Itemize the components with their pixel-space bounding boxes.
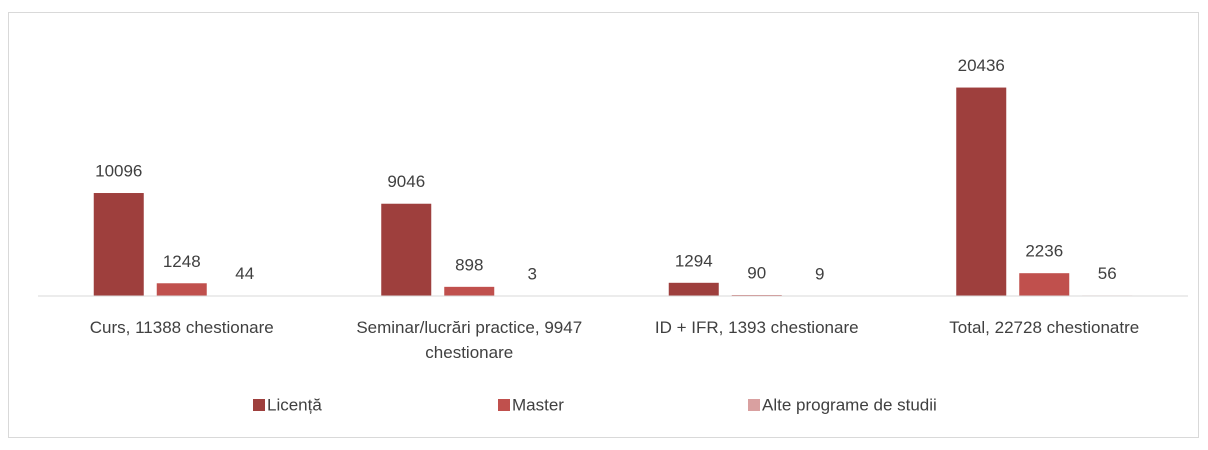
- data-label: 10096: [95, 162, 142, 181]
- data-label: 1294: [675, 251, 713, 270]
- x-tick-label: Seminar/lucrări practice, 9947 chestiona…: [356, 318, 583, 362]
- bar: [444, 286, 495, 296]
- legend-label: Licență: [267, 395, 322, 414]
- data-label: 1248: [163, 252, 201, 271]
- legend-swatch: [748, 399, 760, 411]
- bar: [956, 87, 1007, 297]
- legend-swatch: [253, 399, 265, 411]
- chart-border: [8, 12, 1199, 438]
- bar: [93, 193, 144, 296]
- data-label: 9: [815, 264, 824, 283]
- legend-label: Master: [512, 395, 564, 414]
- data-label: 90: [747, 264, 766, 283]
- data-label: 9046: [387, 172, 425, 191]
- x-tick-label: Curs, 11388 chestionare: [89, 318, 274, 337]
- bar: [156, 283, 207, 296]
- bar: [668, 282, 719, 296]
- x-tick-label: Total, 22728 chestionatre: [949, 318, 1140, 337]
- data-label: 20436: [958, 56, 1005, 75]
- data-label: 898: [455, 255, 483, 274]
- data-label: 44: [235, 264, 254, 283]
- bar: [1019, 273, 1070, 296]
- x-tick-label: ID + IFR, 1393 chestionare: [654, 318, 859, 337]
- bar: [381, 203, 432, 296]
- legend-label: Alte programe de studii: [762, 395, 937, 414]
- data-label: 3: [528, 264, 537, 283]
- data-label: 56: [1098, 264, 1117, 283]
- legend-swatch: [498, 399, 510, 411]
- data-label: 2236: [1025, 242, 1063, 261]
